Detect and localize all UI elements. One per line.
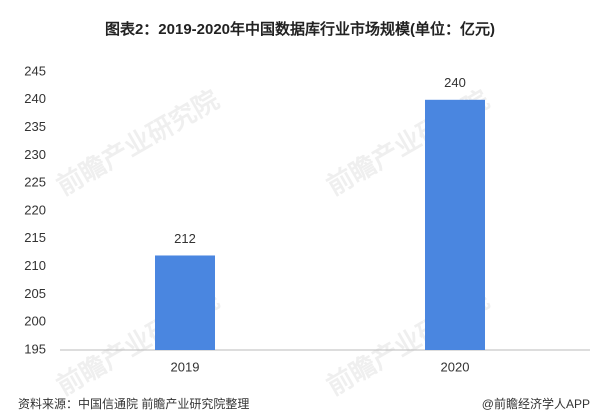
y-tick-label: 195 (24, 341, 46, 356)
source: 资料来源：中国信通院 前瞻产业研究院整理 (18, 396, 249, 411)
y-tick-label: 225 (24, 175, 46, 190)
bar (155, 255, 215, 350)
chart-title: 图表2：2019-2020年中国数据库行业市场规模(单位：亿元) (105, 20, 495, 38)
y-tick-label: 240 (24, 91, 46, 106)
x-tick-label: 2020 (441, 359, 470, 374)
bar (425, 99, 485, 350)
x-tick-label: 2019 (171, 359, 200, 374)
y-tick-label: 245 (24, 63, 46, 78)
credit: @前瞻经济学人APP (482, 396, 590, 411)
y-tick-label: 200 (24, 314, 46, 329)
y-tick-label: 205 (24, 286, 46, 301)
value-label: 240 (444, 75, 466, 90)
y-tick-label: 215 (24, 230, 46, 245)
y-tick-label: 235 (24, 119, 46, 134)
y-tick-label: 230 (24, 147, 46, 162)
y-tick-label: 210 (24, 258, 46, 273)
watermark: 前瞻产业研究院 (51, 84, 224, 201)
y-tick-label: 220 (24, 202, 46, 217)
value-label: 212 (174, 231, 196, 246)
